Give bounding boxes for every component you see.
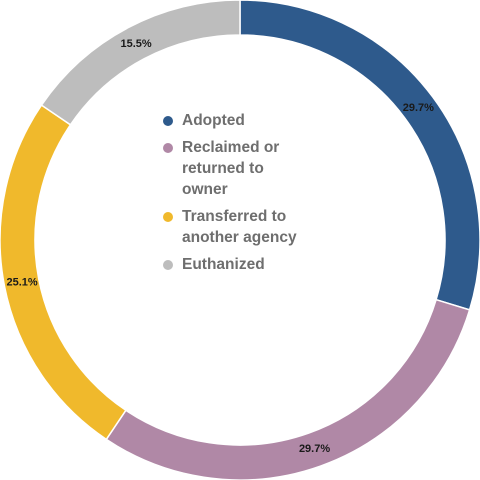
donut-slice-euthanized xyxy=(40,0,241,126)
legend-label-line: owner xyxy=(182,181,228,198)
legend-label-line: Reclaimed or xyxy=(182,139,280,156)
data-label-transferred: 25.1% xyxy=(6,276,37,288)
data-label-reclaimed: 29.7% xyxy=(299,443,330,455)
legend-item-adopted: Adopted xyxy=(162,110,362,131)
legend-marker-adopted xyxy=(163,116,173,126)
legend-item-euthanized: Euthanized xyxy=(162,254,362,275)
legend-label-line: Adopted xyxy=(182,112,245,129)
legend-label-reclaimed: Reclaimed or returned to owner xyxy=(182,139,279,198)
legend-marker-euthanized xyxy=(163,260,173,270)
legend-label-adopted: Adopted xyxy=(182,112,245,129)
donut-slice-reclaimed xyxy=(105,298,471,480)
legend-label-transferred: Transferred to another agency xyxy=(182,208,297,246)
legend-label-line: Euthanized xyxy=(182,256,265,273)
legend-item-reclaimed: Reclaimed or returned to owner xyxy=(162,137,362,200)
legend-label-line: returned to xyxy=(182,160,264,177)
legend: Adopted Reclaimed or returned to owner T… xyxy=(162,110,362,281)
data-label-euthanized: 15.5% xyxy=(121,38,152,50)
legend-label-euthanized: Euthanized xyxy=(182,256,265,273)
donut-slice-transferred xyxy=(0,104,127,441)
legend-marker-transferred xyxy=(163,212,173,222)
legend-label-line: another agency xyxy=(182,229,297,246)
data-label-adopted: 29.7% xyxy=(403,102,434,114)
legend-item-transferred: Transferred to another agency xyxy=(162,206,362,248)
legend-marker-reclaimed xyxy=(163,143,173,153)
data-labels: 29.7% 29.7% 25.1% 15.5% xyxy=(6,38,434,455)
legend-label-line: Transferred to xyxy=(182,208,287,225)
